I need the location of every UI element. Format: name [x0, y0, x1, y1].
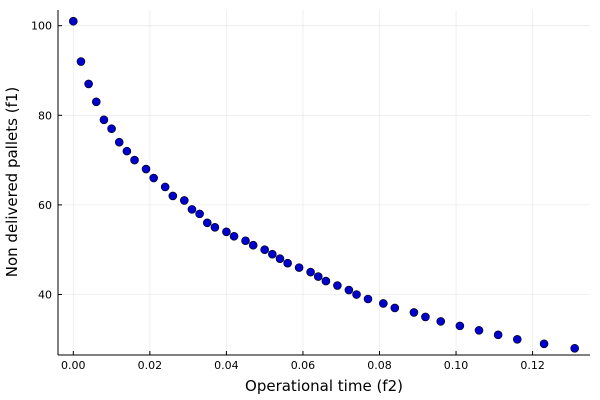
axes: [57, 10, 590, 356]
data-point: [306, 267, 315, 277]
y-tick-label: 100: [31, 20, 52, 33]
data-point: [409, 308, 419, 317]
data-point: [421, 312, 430, 322]
data-point: [130, 155, 139, 165]
data-point: [321, 276, 331, 286]
data-point: [160, 182, 170, 192]
x-tick-label: 0.12: [520, 359, 545, 372]
data-point: [222, 227, 231, 237]
x-tick-label: 0.02: [138, 359, 163, 372]
data-point: [436, 317, 446, 326]
x-tick-label: 0.04: [214, 359, 239, 372]
data-point: [313, 272, 323, 281]
data-point: [260, 245, 269, 255]
y-tick-label: 80: [38, 109, 52, 122]
data-point: [455, 321, 465, 331]
data-point: [268, 249, 277, 259]
data-point: [99, 115, 109, 125]
x-tick-label: 0.10: [444, 359, 469, 372]
data-point: [69, 16, 78, 26]
data-point: [390, 303, 400, 313]
data-point: [474, 326, 484, 335]
data-point: [493, 330, 503, 340]
data-point: [180, 196, 189, 205]
x-tick-label: 0.06: [291, 359, 316, 372]
y-axis-title: Non delivered pallets (f1): [3, 87, 21, 278]
data-point: [363, 294, 373, 304]
data-point: [283, 258, 292, 268]
data-point: [210, 223, 220, 232]
data-point: [352, 290, 361, 299]
data-point: [107, 124, 116, 134]
data-point: [344, 285, 354, 295]
data-point: [294, 263, 304, 272]
x-axis-title: Operational time (f2): [245, 377, 403, 395]
data-point: [333, 281, 342, 290]
x-tick-label: 0.00: [61, 359, 86, 372]
data-point: [187, 205, 197, 214]
data-point: [229, 231, 239, 241]
data-point: [114, 137, 124, 147]
data-point: [122, 146, 132, 156]
ticks: 0.00 0.02 0.04 0.06 0.08 0.10 0.12 40 60 80 100: [31, 20, 545, 372]
data-point: [168, 191, 178, 201]
data-points: [69, 16, 579, 353]
data-point: [512, 335, 522, 344]
data-point: [141, 164, 151, 174]
x-tick-label: 0.08: [367, 359, 392, 372]
data-point: [275, 254, 285, 263]
data-point: [76, 57, 86, 66]
grid: [58, 10, 590, 355]
data-point: [570, 343, 579, 353]
data-point: [248, 240, 258, 250]
data-point: [149, 173, 158, 183]
data-point: [241, 236, 250, 246]
data-point: [379, 299, 388, 308]
y-tick-label: 40: [38, 289, 52, 302]
data-point: [539, 339, 549, 349]
y-tick-label: 60: [38, 199, 52, 212]
data-point: [195, 209, 204, 219]
data-point: [91, 97, 101, 107]
data-point: [202, 218, 212, 228]
data-point: [84, 79, 93, 89]
